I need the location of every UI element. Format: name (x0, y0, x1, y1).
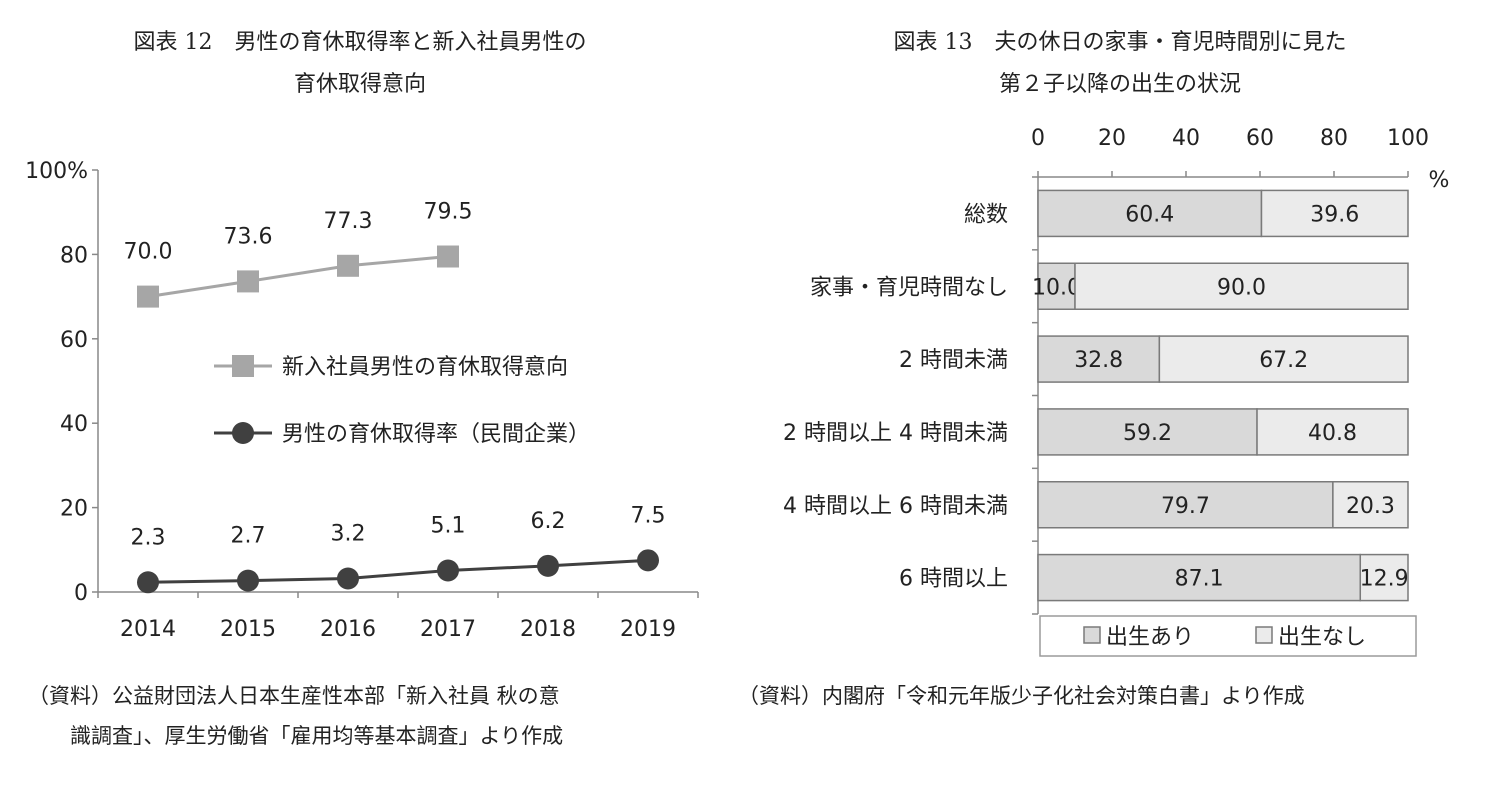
chart2-legend-label: 出生なし (1278, 625, 1366, 650)
chart2-category-label: 4 時間以上 6 時間未満 (783, 494, 1008, 519)
chart2-category-label: 家事・育児時間なし (810, 275, 1008, 300)
chart1-y-tick-label: 80 (60, 243, 88, 268)
chart1-data-label: 7.5 (631, 503, 666, 528)
chart1-data-point (137, 285, 159, 308)
chart2-x-tick-label: 60 (1246, 126, 1274, 151)
chart2-x-tick-label: 80 (1320, 126, 1348, 151)
chart2-data-label: 90.0 (1217, 275, 1266, 300)
chart1-legend-label: 新入社員男性の育休取得意向 (282, 355, 568, 380)
chart1-source: （資料）公益財団法人日本生産性本部「新入社員 秋の意 識調査」、厚生労働省「雇用… (28, 676, 708, 756)
chart2-data-label: 20.3 (1346, 494, 1395, 519)
chart1-series-line (147, 558, 649, 584)
chart2-data-label: 39.6 (1310, 202, 1359, 227)
chart1-data-point (437, 559, 459, 582)
chart2-bar-segment (1158, 335, 1409, 383)
chart1-data-point (337, 567, 359, 590)
chart2-legend-swatch (1255, 626, 1273, 644)
chart1-legend-marker (232, 355, 254, 377)
chart1-data-point (337, 254, 359, 277)
chart2-bar-segment (1260, 189, 1409, 238)
chart2-title: 図表 13 夫の休日の家事・育児時間別に見た 第２子以降の出生の状況 (760, 22, 1480, 106)
chart1-source-line1: （資料）公益財団法人日本生産性本部「新入社員 秋の意 (28, 684, 560, 708)
chart2-title-line2: 第２子以降の出生の状況 (998, 72, 1241, 97)
chart2-bar-segment (1074, 262, 1409, 310)
chart2-source-line1: （資料）内閣府「令和元年版少子化社会対策白書」より作成 (738, 684, 1305, 708)
chart2-data-label: 32.8 (1074, 348, 1123, 373)
chart2-source: （資料）内閣府「令和元年版少子化社会対策白書」より作成 (738, 676, 1478, 716)
chart1-data-point (637, 549, 659, 572)
chart2-data-label: 87.1 (1175, 567, 1224, 592)
chart1-y-tick-label: 100% (25, 159, 88, 184)
chart1-data-point (437, 245, 459, 268)
chart1-data-point (137, 571, 159, 594)
chart1-source-line2: 識調査」、厚生労働省「雇用均等基本調査」より作成 (70, 724, 564, 748)
chart2-category-label: 2 時間以上 4 時間未満 (783, 421, 1008, 446)
chart1-title-line1: 図表 12 男性の育休取得率と新入社員男性の (133, 30, 587, 55)
chart1-series-line (147, 255, 449, 299)
chart1-y-tick-label: 0 (74, 581, 88, 606)
chart1-data-label: 3.2 (331, 521, 366, 546)
chart2-data-label: 40.8 (1308, 421, 1357, 446)
chart2-x-tick-label: 0 (1031, 126, 1045, 151)
chart2-category-label: 総数 (964, 202, 1008, 227)
chart2-category-label: 6 時間以上 (899, 567, 1008, 592)
chart2-bar-segment (1037, 481, 1334, 529)
chart2-x-unit: % (1429, 168, 1450, 193)
chart1-data-label: 73.6 (224, 224, 273, 249)
chart2-data-label: 79.7 (1161, 494, 1210, 519)
chart2-bar-segment (1037, 553, 1362, 602)
chart1-y-tick-label: 20 (60, 497, 88, 522)
chart2-data-label: 60.4 (1125, 202, 1174, 227)
chart2-bar-segment (1256, 408, 1409, 456)
chart2-legend-swatch (1083, 626, 1101, 644)
chart1-title-line2: 育休取得意向 (293, 72, 426, 97)
chart1-x-tick-label: 2016 (320, 617, 376, 642)
chart2-title-line1: 図表 13 夫の休日の家事・育児時間別に見た (893, 30, 1347, 55)
chart1-y-tick-label: 40 (60, 412, 88, 437)
chart1-title: 図表 12 男性の育休取得率と新入社員男性の 育休取得意向 (40, 22, 680, 106)
chart1-data-point (537, 554, 559, 577)
chart2-data-label: 12.9 (1360, 567, 1409, 592)
chart2-bar-segment (1037, 408, 1258, 456)
chart1-data-point (237, 569, 259, 592)
chart2-data-label: 67.2 (1259, 348, 1308, 373)
chart1-legend-marker (232, 422, 254, 444)
chart1-data-label: 5.1 (431, 513, 466, 538)
chart1-x-tick-label: 2018 (520, 617, 576, 642)
chart2-data-label: 59.2 (1123, 421, 1172, 446)
chart2-bar-segment (1332, 481, 1409, 529)
chart2-x-tick-label: 20 (1098, 126, 1126, 151)
chart1-data-label: 2.7 (231, 524, 266, 549)
chart2-legend-label: 出生あり (1106, 625, 1194, 650)
chart1-y-tick-label: 60 (60, 328, 88, 353)
chart2-x-tick-label: 40 (1172, 126, 1200, 151)
chart2-legend-box (1039, 615, 1417, 657)
chart1-data-label: 77.3 (324, 209, 373, 234)
chart2-bar-segment (1359, 553, 1409, 602)
chart1-data-point (237, 270, 259, 293)
chart1-x-tick-label: 2019 (620, 617, 676, 642)
chart1-x-tick-label: 2014 (120, 617, 176, 642)
chart1-data-label: 79.5 (424, 200, 473, 225)
chart2-category-label: 2 時間未満 (899, 348, 1008, 373)
chart1-legend-label: 男性の育休取得率（民間企業） (282, 422, 590, 447)
chart2-data-label: 10.0 (1032, 275, 1081, 300)
chart1-data-label: 2.3 (131, 525, 166, 550)
chart1-data-label: 6.2 (531, 509, 566, 534)
chart2-x-tick-label: 100 (1387, 126, 1429, 151)
chart1-x-tick-label: 2017 (420, 617, 476, 642)
chart1-x-tick-label: 2015 (220, 617, 276, 642)
chart1-data-label: 70.0 (124, 240, 173, 265)
